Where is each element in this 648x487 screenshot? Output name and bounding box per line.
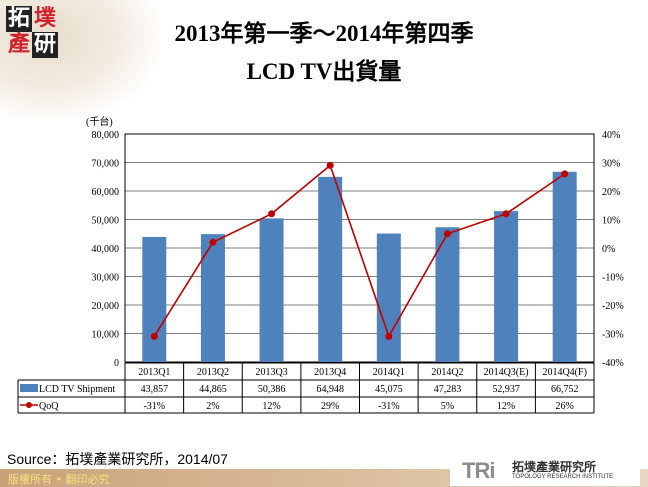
bar-value-label: 45,075 — [375, 384, 403, 395]
category-label: 2014Q2 — [431, 367, 463, 378]
tri-logo: TRi 拓墣產業研究所 TOPOLOGY RESEARCH INSTITUTE — [450, 456, 640, 486]
qoq-value-label: 5% — [441, 401, 454, 412]
left-tick-label: 0 — [114, 358, 119, 369]
bar — [318, 176, 343, 362]
left-tick-label: 80,000 — [92, 130, 120, 141]
qoq-point — [443, 230, 451, 238]
plot-border — [124, 133, 595, 363]
unit-label: (千台) — [86, 117, 113, 128]
bar-value-label: 50,386 — [258, 384, 286, 395]
brand-logo: 拓墣產研 — [6, 6, 60, 58]
qoq-line — [153, 163, 566, 339]
category-label: 2013Q3 — [255, 367, 287, 378]
qoq-value-label: 26% — [556, 401, 574, 412]
copyright-text: 版權所有 • 翻印必究 — [8, 473, 110, 486]
qoq-value-label: 12% — [262, 401, 280, 412]
bar — [494, 211, 519, 362]
qoq-point — [268, 210, 276, 218]
left-tick-label: 60,000 — [92, 187, 120, 198]
category-label: 2014Q3(E) — [484, 367, 529, 378]
qoq-value-label: 29% — [321, 401, 339, 412]
category-label: 2013Q1 — [138, 367, 170, 378]
left-tick-label: 40,000 — [92, 244, 120, 255]
qoq-value-label: -31% — [378, 401, 400, 412]
legend-bar-label: LCD TV Shipment — [39, 384, 116, 395]
right-tick-label: 0% — [602, 244, 615, 255]
qoq-point — [385, 332, 393, 340]
tri-logo-mark: TRi — [462, 458, 495, 483]
bar — [552, 171, 577, 362]
logo-char: 研 — [32, 32, 58, 58]
tri-logo-english: TOPOLOGY RESEARCH INSTITUTE — [512, 474, 614, 480]
legend-line-marker — [26, 402, 32, 408]
left-tick-label: 20,000 — [92, 301, 120, 312]
category-label: 2013Q4 — [314, 367, 346, 378]
legend-line-label: QoQ — [39, 401, 59, 412]
chart-title-line2: LCD TV出貨量 — [246, 59, 402, 84]
bar — [435, 227, 460, 362]
bar-value-label: 44,865 — [199, 384, 227, 395]
category-label: 2014Q1 — [373, 367, 405, 378]
category-label: 2013Q2 — [197, 367, 229, 378]
right-tick-label: -30% — [602, 330, 624, 341]
bar — [259, 218, 284, 362]
right-tick-label: 20% — [602, 187, 620, 198]
bar-value-label: 66,752 — [551, 384, 579, 395]
bar-value-label: 47,283 — [434, 384, 462, 395]
bar-value-label: 52,937 — [492, 384, 520, 395]
qoq-point — [209, 238, 217, 246]
qoq-point — [561, 170, 569, 178]
left-tick-label: 10,000 — [92, 330, 120, 341]
logo-char: 拓 — [6, 6, 32, 32]
logo-char: 墣 — [33, 6, 56, 31]
qoq-value-label: 12% — [497, 401, 515, 412]
qoq-point — [326, 161, 334, 169]
category-label: 2014Q4(F) — [542, 367, 586, 378]
bar — [376, 233, 401, 362]
logo-char: 產 — [7, 32, 30, 57]
bar — [200, 234, 225, 362]
qoq-point — [150, 332, 158, 340]
right-tick-label: 40% — [602, 130, 620, 141]
qoq-value-label: -31% — [143, 401, 165, 412]
left-tick-label: 30,000 — [92, 273, 120, 284]
right-tick-label: 10% — [602, 216, 620, 227]
tri-logo-chinese: 拓墣產業研究所 — [512, 460, 597, 474]
right-tick-label: -40% — [602, 358, 624, 369]
qoq-value-label: 2% — [206, 401, 219, 412]
source-text: Source：拓墣產業研究所，2014/07 — [7, 451, 228, 467]
right-tick-label: -20% — [602, 301, 624, 312]
bar — [142, 237, 167, 362]
left-tick-label: 70,000 — [92, 159, 120, 170]
bar-value-label: 64,948 — [316, 384, 344, 395]
qoq-point — [502, 210, 510, 218]
right-tick-label: 30% — [602, 159, 620, 170]
right-tick-label: -10% — [602, 273, 624, 284]
bar-value-label: 43,857 — [141, 384, 169, 395]
legend-bar-swatch — [20, 384, 38, 392]
left-tick-label: 50,000 — [92, 216, 120, 227]
chart-title-line1: 2013年第一季～2014年第四季 — [174, 21, 474, 46]
